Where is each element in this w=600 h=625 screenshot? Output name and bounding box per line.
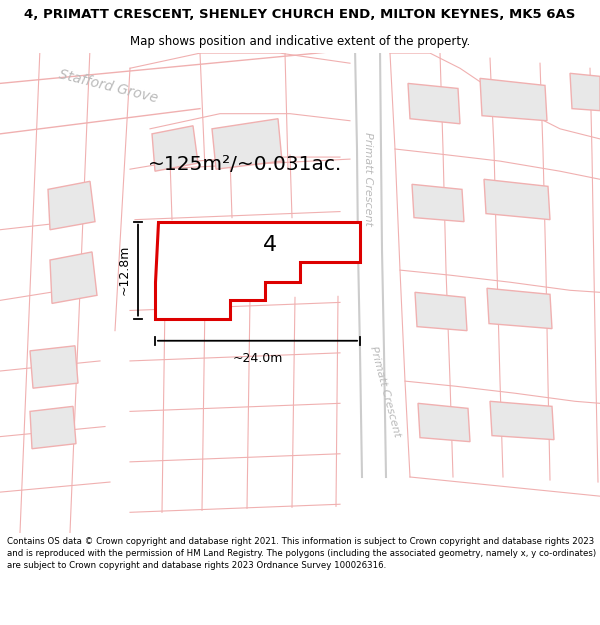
Polygon shape [152,126,198,171]
Polygon shape [212,119,282,169]
Polygon shape [418,403,470,442]
Text: 4, PRIMATT CRESCENT, SHENLEY CHURCH END, MILTON KEYNES, MK5 6AS: 4, PRIMATT CRESCENT, SHENLEY CHURCH END,… [25,8,575,21]
Polygon shape [50,252,97,303]
Polygon shape [412,184,464,222]
Text: Map shows position and indicative extent of the property.: Map shows position and indicative extent… [130,35,470,48]
Text: ~24.0m: ~24.0m [232,352,283,366]
Text: ~125m²/~0.031ac.: ~125m²/~0.031ac. [148,154,342,174]
Text: Primatt Crescent: Primatt Crescent [363,132,373,226]
Polygon shape [30,406,76,449]
Polygon shape [48,181,95,230]
Text: Stafford Grove: Stafford Grove [57,68,159,106]
Text: ~12.8m: ~12.8m [118,245,131,295]
Polygon shape [480,78,547,121]
Text: 4: 4 [263,235,277,255]
Text: Contains OS data © Crown copyright and database right 2021. This information is : Contains OS data © Crown copyright and d… [7,538,596,570]
Polygon shape [30,346,78,388]
Polygon shape [490,401,554,439]
Text: Primatt Crescent: Primatt Crescent [368,344,402,438]
Polygon shape [155,222,360,319]
Polygon shape [487,288,552,329]
Polygon shape [484,179,550,219]
Polygon shape [415,292,467,331]
Polygon shape [570,73,600,111]
Polygon shape [408,83,460,124]
